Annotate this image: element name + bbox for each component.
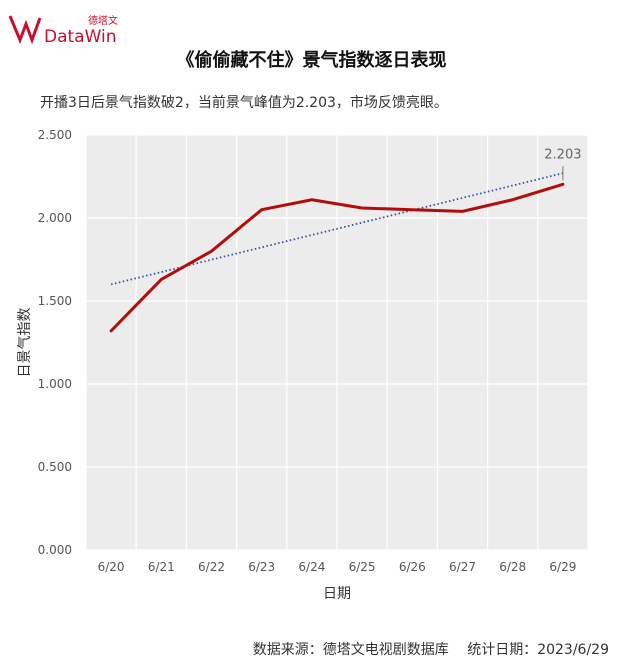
- y-axis-ticks: 0.000 0.500 1.000 1.500 2.000 2.500: [38, 128, 72, 557]
- y-tick-label: 1.500: [38, 294, 72, 308]
- y-tick-label: 0.500: [38, 460, 72, 474]
- data-label: 2.203: [544, 147, 581, 162]
- x-tick-label: 6/23: [248, 560, 275, 574]
- x-tick-label: 6/27: [449, 560, 476, 574]
- x-tick-label: 6/21: [148, 560, 175, 574]
- x-tick-label: 6/22: [198, 560, 225, 574]
- y-axis-label: 日景气指数: [17, 308, 33, 378]
- annotations: 2.203: [544, 147, 582, 181]
- x-tick-label: 6/26: [399, 560, 426, 574]
- series-lines: [109, 182, 565, 333]
- logo-mark: [8, 15, 42, 45]
- y-tick-label: 2.000: [38, 211, 72, 225]
- x-tick-label: 6/25: [349, 560, 376, 574]
- chart-subtitle: 开播3日后景气指数破2，当前景气峰值为2.203，市场反馈亮眼。: [40, 95, 448, 111]
- x-tick-label: 6/29: [549, 560, 576, 574]
- x-tick-label: 6/24: [298, 560, 325, 574]
- y-tick-label: 0.000: [38, 543, 72, 557]
- trendline: [110, 172, 564, 286]
- x-axis-ticks: 6/20 6/21 6/22 6/23 6/24 6/25 6/26 6/27 6/28 6/29: [98, 560, 577, 574]
- stat-date: 统计日期：2023/6/29: [467, 642, 609, 658]
- datawin-logo: 德塔文 DataWin: [8, 10, 128, 46]
- x-tick-label: 6/28: [499, 560, 526, 574]
- y-tick-label: 2.500: [38, 128, 72, 142]
- x-tick-label: 6/20: [98, 560, 125, 574]
- trendline-path: [110, 172, 564, 286]
- footer: 数据来源：德塔文电视剧数据库 统计日期：2023/6/29: [239, 639, 609, 659]
- y-tick-label: 1.000: [38, 377, 72, 391]
- chart-title: 《偷偷藏不住》景气指数逐日表现: [176, 50, 447, 71]
- series-line: [109, 182, 565, 333]
- logo-en-text: DataWin: [44, 27, 117, 46]
- grid-lines: [85, 134, 589, 551]
- x-axis-label: 日期: [323, 586, 351, 602]
- logo-cn-text: 德塔文: [88, 14, 118, 27]
- data-source: 数据来源：德塔文电视剧数据库: [252, 642, 449, 658]
